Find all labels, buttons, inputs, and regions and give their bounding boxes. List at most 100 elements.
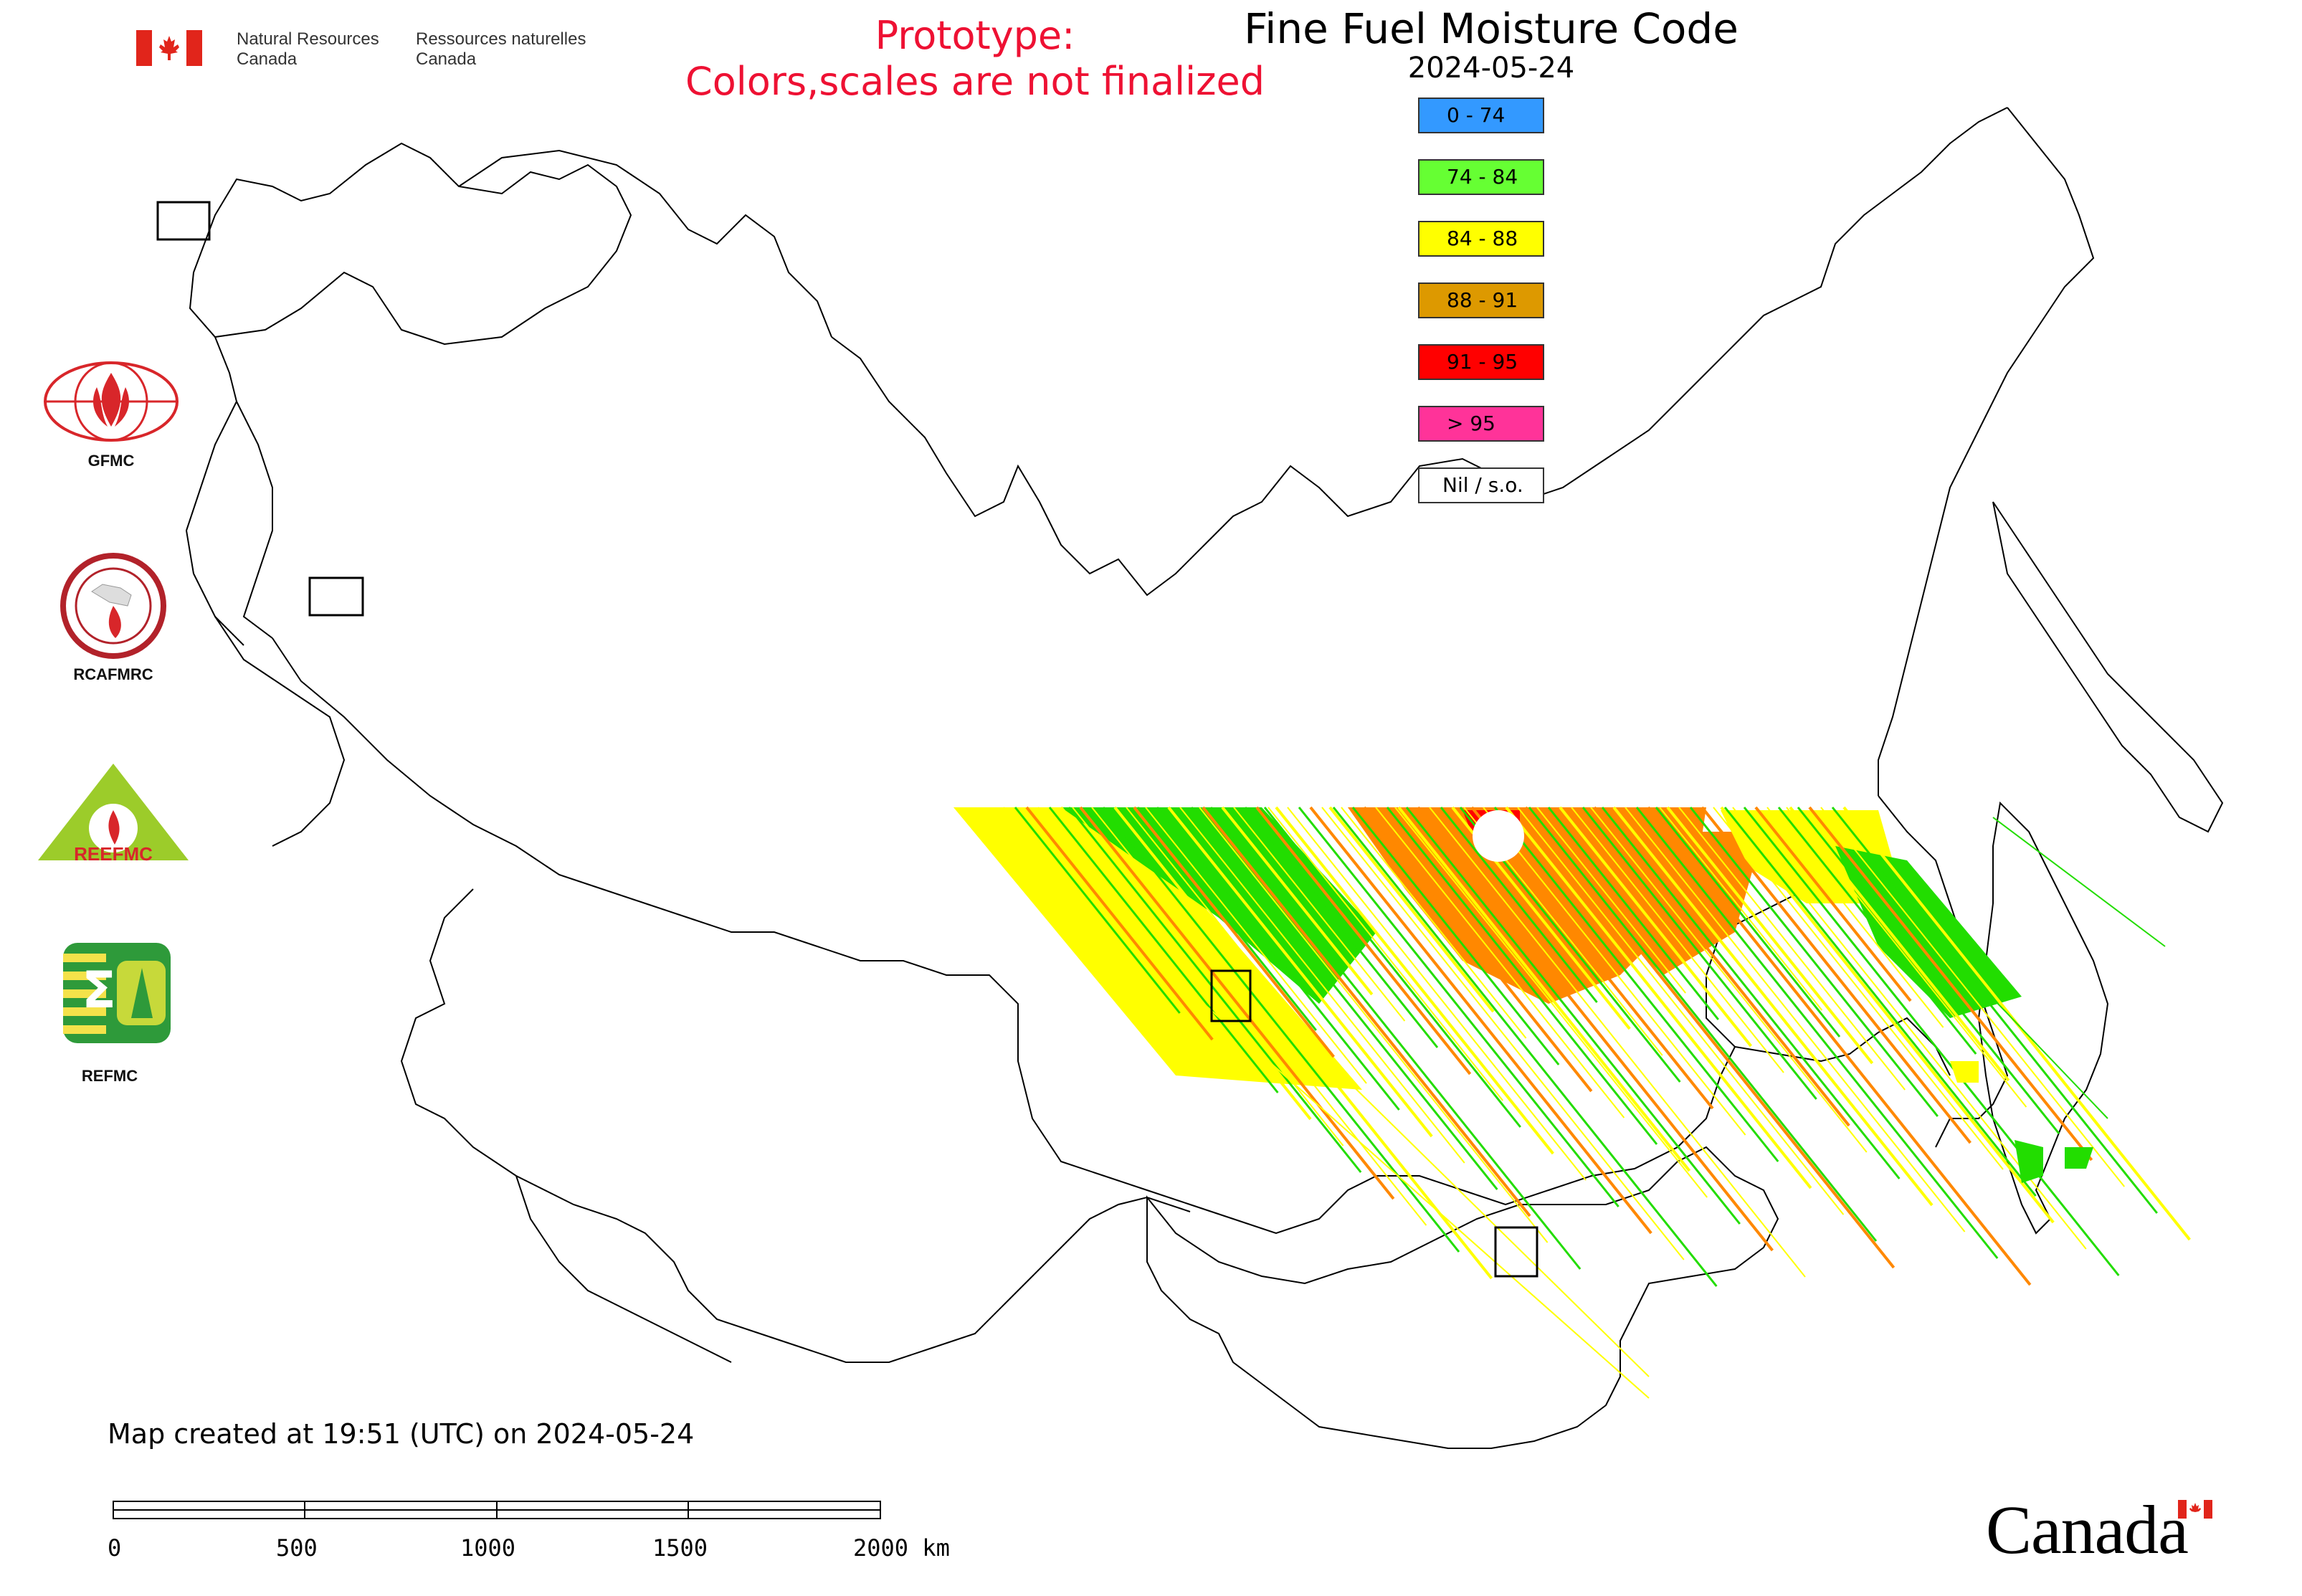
ffmc-streak [1440, 807, 1598, 1003]
ffmc-region-sakhalin-tip [2065, 1147, 2093, 1169]
ffmc-streak [1493, 807, 1779, 1162]
legend-label: 0 - 74 [1447, 103, 1506, 127]
legend-item-74-84: 74 - 84 [1418, 159, 1544, 195]
partner-label-refmc: REFMC [81, 1067, 138, 1085]
ffmc-streak [1275, 806, 1554, 1155]
ffmc-gap [1473, 810, 1524, 862]
map-boundaries [185, 107, 2224, 1449]
ffmc-streak [1263, 807, 1521, 1128]
partner-refmc: Σ REFMC [56, 939, 178, 1085]
ffmc-streak [1992, 817, 2166, 947]
org-name-en-2: Canada [237, 49, 298, 69]
rcafmrc-logo-icon [60, 553, 166, 659]
canada-flag-icon [136, 30, 202, 66]
ffmc-streak [1146, 953, 1650, 1399]
border-kazakhstan [400, 888, 1191, 1363]
partner-label-gfmc: GFMC [87, 452, 135, 470]
ffmc-streak [1167, 806, 1433, 1138]
ffmc-streak [1789, 806, 2010, 1082]
ffmc-streak [1199, 807, 1549, 1243]
ffmc-streak [1820, 807, 2125, 1187]
ffmc-streak [1126, 807, 1284, 1004]
ffmc-streak [1003, 807, 1148, 987]
wordmark-flag-icon [2178, 1500, 2212, 1519]
ffmc-streak [1517, 807, 1845, 1215]
ffmc-streak [1048, 807, 1279, 1093]
legend-label: 91 - 95 [1447, 350, 1518, 374]
ffmc-streak [1328, 806, 1495, 1013]
map-created-note: Map created at 19:51 (UTC) on 2024-05-24 [108, 1418, 695, 1450]
legend-item-84-88: 84 - 88 [1418, 221, 1544, 257]
legend-item-91-95: 91 - 95 [1418, 344, 1544, 380]
ffmc-streak [1375, 807, 1625, 1118]
ffmc-streak [1156, 807, 1400, 1111]
reefmc-logo-icon: REEFMC [38, 764, 189, 865]
ffmc-streak [1417, 806, 1774, 1252]
scale-tick-1000: 1000 [460, 1534, 515, 1562]
ffmc-streak [1612, 806, 1934, 1207]
coastline-scandinavia [189, 142, 632, 346]
legend-item-gt-95: > 95 [1418, 406, 1544, 442]
svg-text:Σ: Σ [82, 961, 116, 1020]
ffmc-streak [1190, 807, 1498, 1190]
scale-tick-2000: 2000 km [853, 1534, 950, 1562]
ffmc-streak [1655, 807, 1841, 1037]
ffmc-streak [1363, 806, 1593, 1093]
ffmc-streak [1689, 807, 1939, 1117]
ffmc-streak [1298, 807, 1620, 1207]
scale-tick-0: 0 [108, 1534, 121, 1562]
ffmc-streak [1766, 807, 1944, 1028]
ffmc-streak [1209, 807, 1582, 1270]
ffmc-streak [1949, 953, 2108, 1119]
ffmc-streak [1528, 807, 1878, 1242]
ffmc-streak [1091, 807, 1427, 1226]
ffmc-streak [1743, 807, 2120, 1276]
border-baltic [185, 336, 244, 646]
prototype-notice: Prototype: Colors,scales are not finaliz… [631, 13, 1319, 105]
partner-reefmc: REEFMC [34, 760, 192, 875]
marker-gfmc [156, 201, 211, 241]
ffmc-fill-layer [953, 806, 2191, 1399]
marker-rcafmrc [1494, 1226, 1538, 1278]
legend-item-88-91: 88 - 91 [1418, 282, 1544, 318]
ffmc-streak [1582, 807, 1817, 1100]
ffmc-streak [1145, 807, 1367, 1084]
svg-text:REEFMC: REEFMC [74, 843, 153, 865]
border-central-asia [515, 1175, 732, 1363]
ffmc-streak [1571, 807, 1784, 1073]
partner-gfmc: GFMC [36, 358, 186, 470]
ffmc-streak [1233, 807, 1406, 1022]
nrcan-signature: Natural Resources Canada Ressources natu… [136, 29, 609, 79]
ffmc-streak [1136, 807, 1317, 1031]
ffmc-streak [1678, 807, 1906, 1091]
org-name-fr-1: Ressources naturelles [416, 29, 586, 49]
ffmc-streak [1014, 807, 1181, 1014]
border-russia-south [272, 637, 1736, 1235]
scale-tick-500: 500 [276, 1534, 318, 1562]
coastline-chukotka [1878, 107, 2095, 796]
ffmc-streak [1713, 807, 2004, 1170]
border-mongolia [1146, 1146, 1779, 1449]
ffmc-streak [1341, 807, 1527, 1039]
ffmc-streak [1394, 807, 1708, 1198]
ffmc-streak [1386, 807, 1658, 1145]
ffmc-streak [1505, 806, 1812, 1189]
ffmc-streak [1601, 807, 1901, 1179]
prototype-line-1: Prototype: [875, 13, 1075, 58]
ffmc-streak [1202, 806, 1531, 1217]
ffmc-streak [1754, 806, 1912, 1002]
ffmc-streak [1786, 807, 2027, 1108]
ffmc-streak [1025, 806, 1214, 1041]
ffmc-streak [1067, 807, 1362, 1173]
ffmc-streak [1524, 806, 1896, 1269]
ffmc-streak [1332, 807, 1718, 1287]
coastline-arctic [831, 107, 2008, 597]
ffmc-streak [1590, 807, 1868, 1153]
ffmc-streak [1397, 806, 1691, 1172]
gfmc-logo-icon [44, 361, 179, 442]
ffmc-streak [1808, 806, 2093, 1162]
border-ukraine [214, 616, 346, 847]
org-name-fr-2: Canada [416, 49, 477, 69]
ffmc-streak [1321, 807, 1685, 1260]
